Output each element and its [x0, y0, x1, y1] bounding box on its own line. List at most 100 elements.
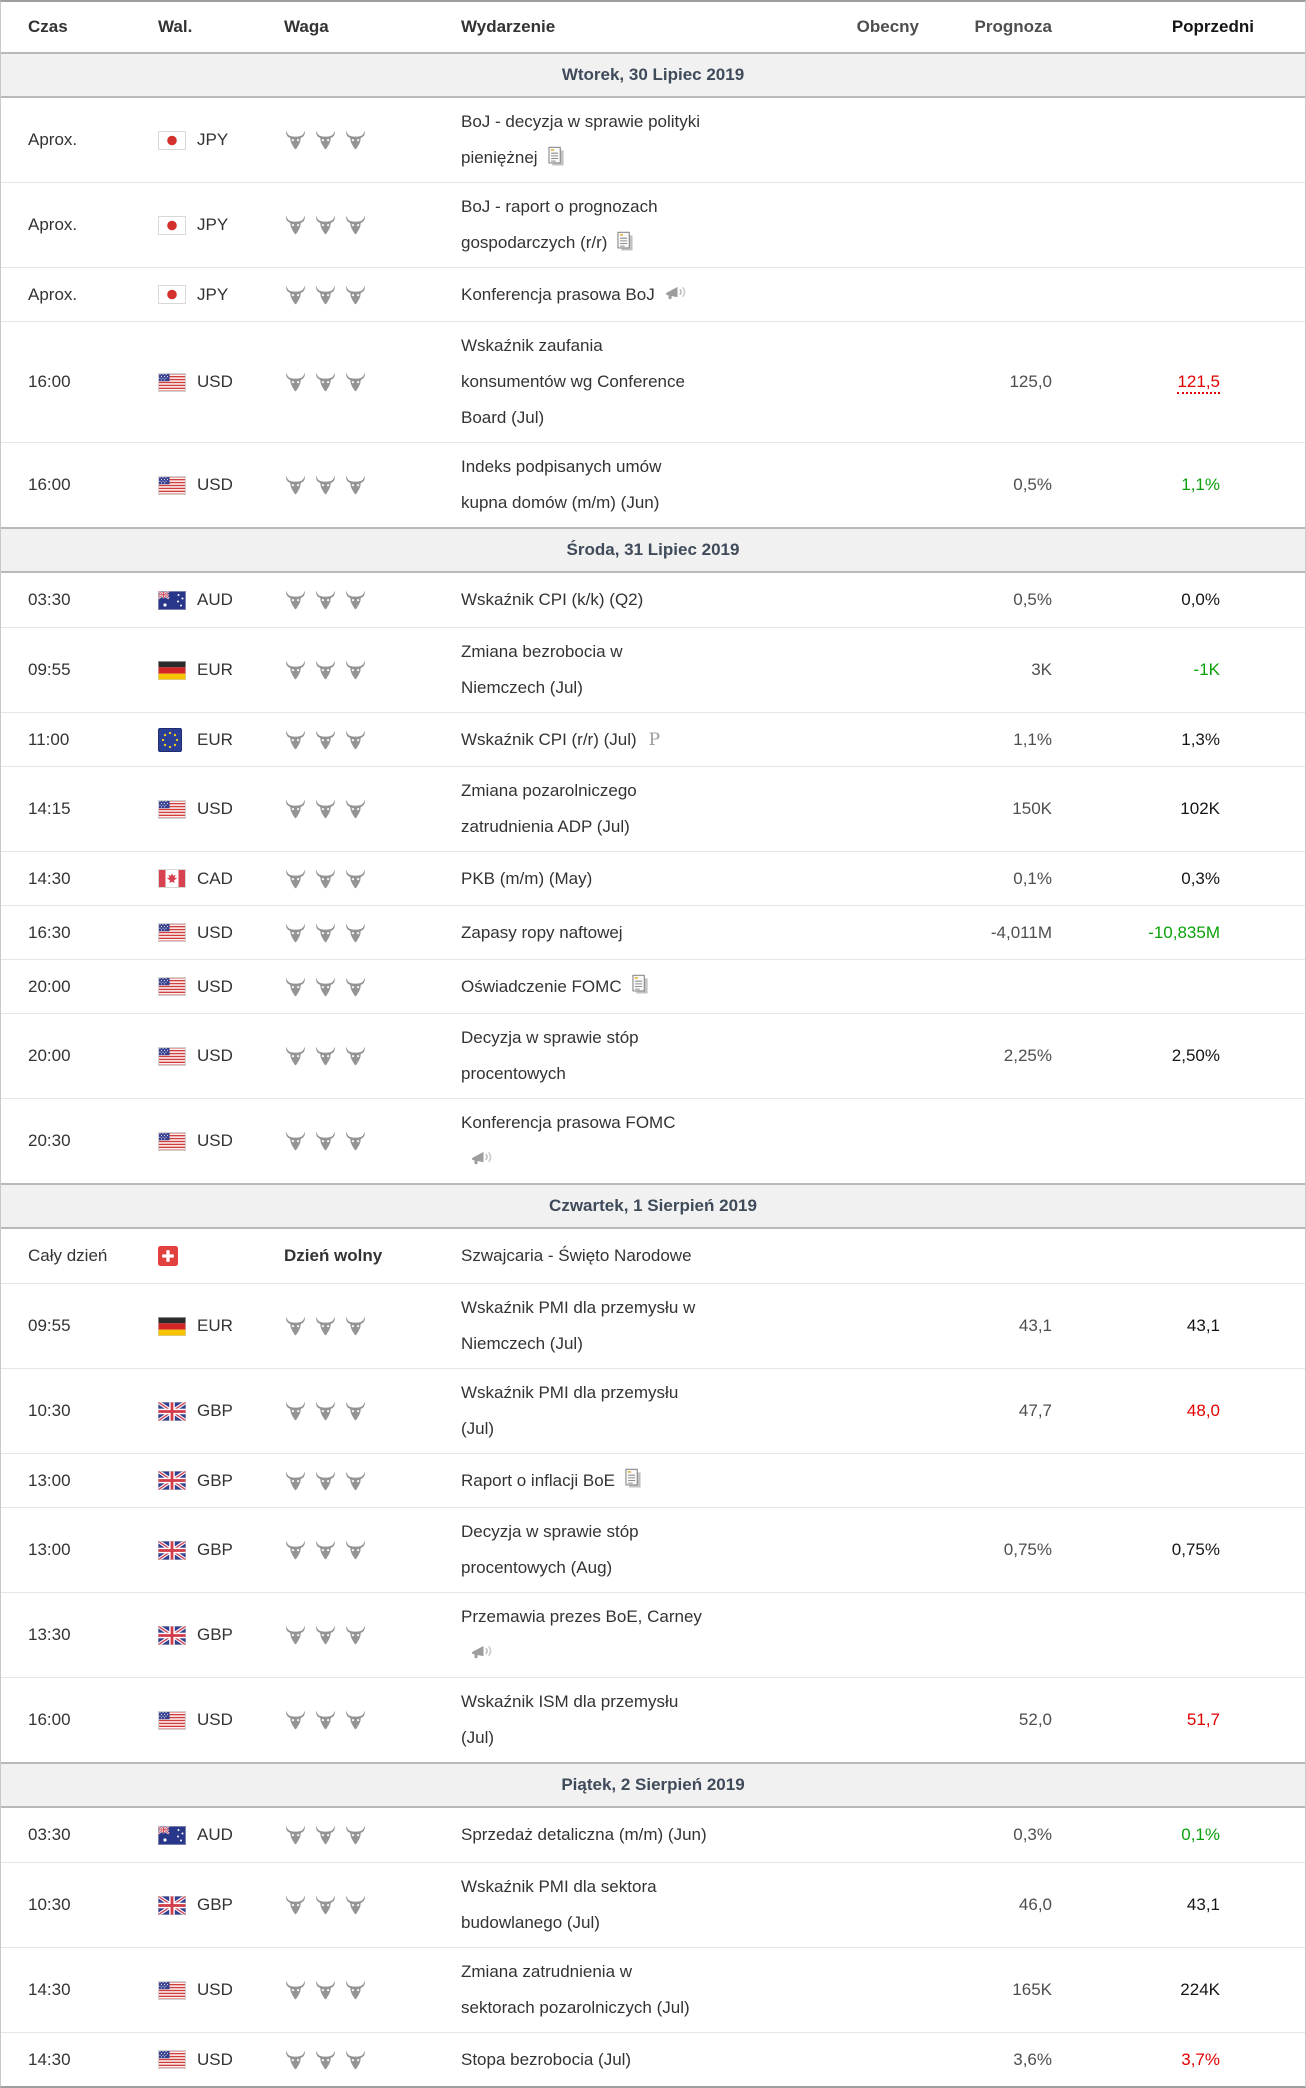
currency-code: USD: [197, 922, 233, 942]
event-name[interactable]: Wskaźnik zaufania konsumentów wg Confere…: [461, 328, 831, 436]
event-name[interactable]: Decyzja w sprawie stóp procentowych (Aug…: [461, 1514, 831, 1586]
event-name[interactable]: Zapasy ropy naftowej: [461, 915, 831, 951]
event-row[interactable]: 14:30 USD Stopa bezrobocia (Jul) 3,6% 3,7%: [1, 2032, 1305, 2086]
event-text[interactable]: Zmiana zatrudnienia w sektorach pozaroln…: [461, 1962, 690, 2017]
event-row[interactable]: 16:00 USD Indeks podpisanych umów kupna do…: [1, 442, 1305, 527]
event-name[interactable]: Wskaźnik PMI dla sektora budowlanego (Ju…: [461, 1869, 831, 1941]
event-text[interactable]: Decyzja w sprawie stóp procentowych (Aug…: [461, 1522, 639, 1577]
event-name[interactable]: Wskaźnik CPI (r/r) (Jul) P: [461, 722, 831, 758]
event-name[interactable]: Wskaźnik CPI (k/k) (Q2): [461, 582, 831, 618]
event-name[interactable]: Raport o inflacji BoE: [461, 1463, 831, 1499]
event-time: 03:30: [28, 1825, 71, 1844]
event-row[interactable]: 13:00 GBP Decyzja w sprawie stóp procentow…: [1, 1507, 1305, 1592]
event-text[interactable]: Stopa bezrobocia (Jul): [461, 2049, 632, 2069]
event-text[interactable]: Wskaźnik ISM dla przemysłu (Jul): [461, 1692, 679, 1747]
flag-united-kingdom-icon: [158, 1401, 186, 1421]
event-name[interactable]: Indeks podpisanych umów kupna domów (m/m…: [461, 449, 831, 521]
event-name[interactable]: Konferencja prasowa FOMC: [461, 1105, 831, 1177]
event-text[interactable]: Wskaźnik zaufania konsumentów wg Confere…: [461, 336, 685, 427]
event-name[interactable]: Wskaźnik PMI dla przemysłu (Jul): [461, 1375, 831, 1447]
event-name[interactable]: PKB (m/m) (May): [461, 861, 831, 897]
bull-icon: [344, 2050, 367, 2070]
event-text[interactable]: Decyzja w sprawie stóp procentowych: [461, 1028, 639, 1083]
event-text[interactable]: Raport o inflacji BoE: [461, 1470, 616, 1490]
event-name[interactable]: Oświadczenie FOMC: [461, 969, 831, 1005]
event-row[interactable]: 09:55 EUR Wskaźnik PMI dla przemysłu w Nie…: [1, 1283, 1305, 1368]
event-text[interactable]: Konferencja prasowa BoJ: [461, 284, 655, 304]
event-row[interactable]: 20:00 USD Oświadczenie FOMC: [1, 959, 1305, 1013]
previous-value: 224K: [1056, 1980, 1256, 2000]
event-row[interactable]: 16:30 USD Zapasy ropy naftowej -4,011M -10,8…: [1, 905, 1305, 959]
event-name[interactable]: Sprzedaż detaliczna (m/m) (Jun): [461, 1817, 831, 1853]
event-row[interactable]: Aprox. JPY BoJ - raport o prognozach gospo…: [1, 182, 1305, 267]
event-row[interactable]: 16:00 USD Wskaźnik ISM dla przemysłu (Jul)…: [1, 1677, 1305, 1762]
event-name[interactable]: Zmiana bezrobocia w Niemczech (Jul): [461, 634, 831, 706]
flag-united-kingdom-icon: [158, 1895, 186, 1915]
previous-value: 48,0: [1056, 1401, 1256, 1421]
event-name[interactable]: Konferencja prasowa BoJ: [461, 277, 831, 313]
event-row[interactable]: Aprox. JPY BoJ - decyzja w sprawie polityk…: [1, 98, 1305, 182]
event-row[interactable]: 09:55 EUR Zmiana bezrobocia w Niemczech (J…: [1, 627, 1305, 712]
event-text[interactable]: Zmiana bezrobocia w Niemczech (Jul): [461, 642, 623, 697]
event-text[interactable]: Indeks podpisanych umów kupna domów (m/m…: [461, 457, 662, 512]
event-name[interactable]: Zmiana pozarolniczego zatrudnienia ADP (…: [461, 773, 831, 845]
event-text[interactable]: Wskaźnik CPI (k/k) (Q2): [461, 590, 644, 609]
event-row[interactable]: 03:30 AUD Wskaźnik CPI (k/k) (Q2) 0,5% 0,0%: [1, 573, 1305, 627]
event-text[interactable]: PKB (m/m) (May): [461, 868, 593, 888]
bull-icon: [314, 660, 337, 680]
event-text[interactable]: Konferencja prasowa FOMC: [461, 1113, 676, 1132]
event-row[interactable]: 20:30 USD Konferencja prasowa FOMC: [1, 1098, 1305, 1183]
event-text[interactable]: Oświadczenie FOMC: [461, 976, 622, 996]
previous-value-text: 43,1: [1186, 1316, 1220, 1335]
event-text[interactable]: Wskaźnik PMI dla przemysłu w Niemczech (…: [461, 1298, 696, 1353]
event-row[interactable]: Aprox. JPY Konferencja prasowa BoJ: [1, 267, 1305, 321]
event-text[interactable]: Sprzedaż detaliczna (m/m) (Jun): [461, 1825, 707, 1844]
event-name[interactable]: Stopa bezrobocia (Jul): [461, 2042, 831, 2078]
bull-icon: [344, 475, 367, 495]
event-text[interactable]: BoJ - decyzja w sprawie polityki pienięż…: [461, 112, 701, 167]
event-name[interactable]: BoJ - decyzja w sprawie polityki pienięż…: [461, 104, 831, 176]
event-name[interactable]: Decyzja w sprawie stóp procentowych: [461, 1020, 831, 1092]
event-text[interactable]: Zmiana pozarolniczego zatrudnienia ADP (…: [461, 781, 637, 836]
bull-icon: [314, 1401, 337, 1421]
bull-icon: [284, 1401, 307, 1421]
bull-icon: [314, 977, 337, 997]
date-header: Środa, 31 Lipiec 2019: [1, 527, 1305, 573]
event-row[interactable]: 13:30 GBP Przemawia prezes BoE, Carney: [1, 1592, 1305, 1677]
event-name[interactable]: Wskaźnik PMI dla przemysłu w Niemczech (…: [461, 1290, 831, 1362]
event-time: 14:30: [28, 1980, 71, 1999]
event-row[interactable]: 14:15 USD Zmiana pozarolniczego zatrudnien…: [1, 766, 1305, 851]
event-name[interactable]: Przemawia prezes BoE, Carney: [461, 1599, 831, 1671]
bull-icon: [284, 2050, 307, 2070]
event-row[interactable]: 14:30 CAD PKB (m/m) (May) 0,1% 0,3%: [1, 851, 1305, 905]
event-text[interactable]: Zapasy ropy naftowej: [461, 922, 623, 942]
event-row[interactable]: 20:00 USD Decyzja w sprawie stóp procentow…: [1, 1013, 1305, 1098]
currency-code: EUR: [197, 1316, 233, 1335]
event-time: 14:30: [28, 868, 71, 888]
event-name[interactable]: Wskaźnik ISM dla przemysłu (Jul): [461, 1684, 831, 1756]
event-name[interactable]: Zmiana zatrudnienia w sektorach pozaroln…: [461, 1954, 831, 2026]
bull-icon: [344, 1710, 367, 1730]
importance-cell: [262, 475, 461, 495]
event-row[interactable]: 03:30 AUD Sprzedaż detaliczna (m/m) (Jun) 0…: [1, 1808, 1305, 1862]
event-name[interactable]: Szwajcaria - Święto Narodowe: [461, 1238, 831, 1274]
event-row[interactable]: 10:30 GBP Wskaźnik PMI dla przemysłu (Jul)…: [1, 1368, 1305, 1453]
event-text[interactable]: Wskaźnik CPI (r/r) (Jul): [461, 729, 637, 749]
event-row[interactable]: 16:00 USD Wskaźnik zaufania konsumentów wg…: [1, 321, 1305, 442]
event-row[interactable]: Cały dzień Dzień wolny Szwajcaria - Święto…: [1, 1229, 1305, 1283]
event-row[interactable]: 13:00 GBP Raport o inflacji BoE: [1, 1453, 1305, 1507]
previous-value: 2,50%: [1056, 1046, 1256, 1066]
event-text[interactable]: Przemawia prezes BoE, Carney: [461, 1607, 702, 1626]
event-row[interactable]: 14:30 USD Zmiana zatrudnienia w sektorach …: [1, 1947, 1305, 2032]
currency-cell: GBP: [158, 1401, 262, 1421]
event-row[interactable]: 10:30 GBP Wskaźnik PMI dla sektora budowla…: [1, 1862, 1305, 1947]
event-text[interactable]: Wskaźnik PMI dla sektora budowlanego (Ju…: [461, 1877, 657, 1932]
event-name[interactable]: BoJ - raport o prognozach gospodarczych …: [461, 189, 831, 261]
event-text[interactable]: BoJ - raport o prognozach gospodarczych …: [461, 197, 658, 252]
event-text[interactable]: Wskaźnik PMI dla przemysłu (Jul): [461, 1383, 679, 1438]
bull-icon: [314, 372, 337, 392]
currency-code: USD: [197, 1980, 233, 1999]
event-row[interactable]: 11:00 EUR Wskaźnik CPI (r/r) (Jul) P 1,1% 1,3…: [1, 712, 1305, 766]
event-text[interactable]: Szwajcaria - Święto Narodowe: [461, 1246, 692, 1265]
previous-value-text: 1,1%: [1181, 475, 1220, 494]
